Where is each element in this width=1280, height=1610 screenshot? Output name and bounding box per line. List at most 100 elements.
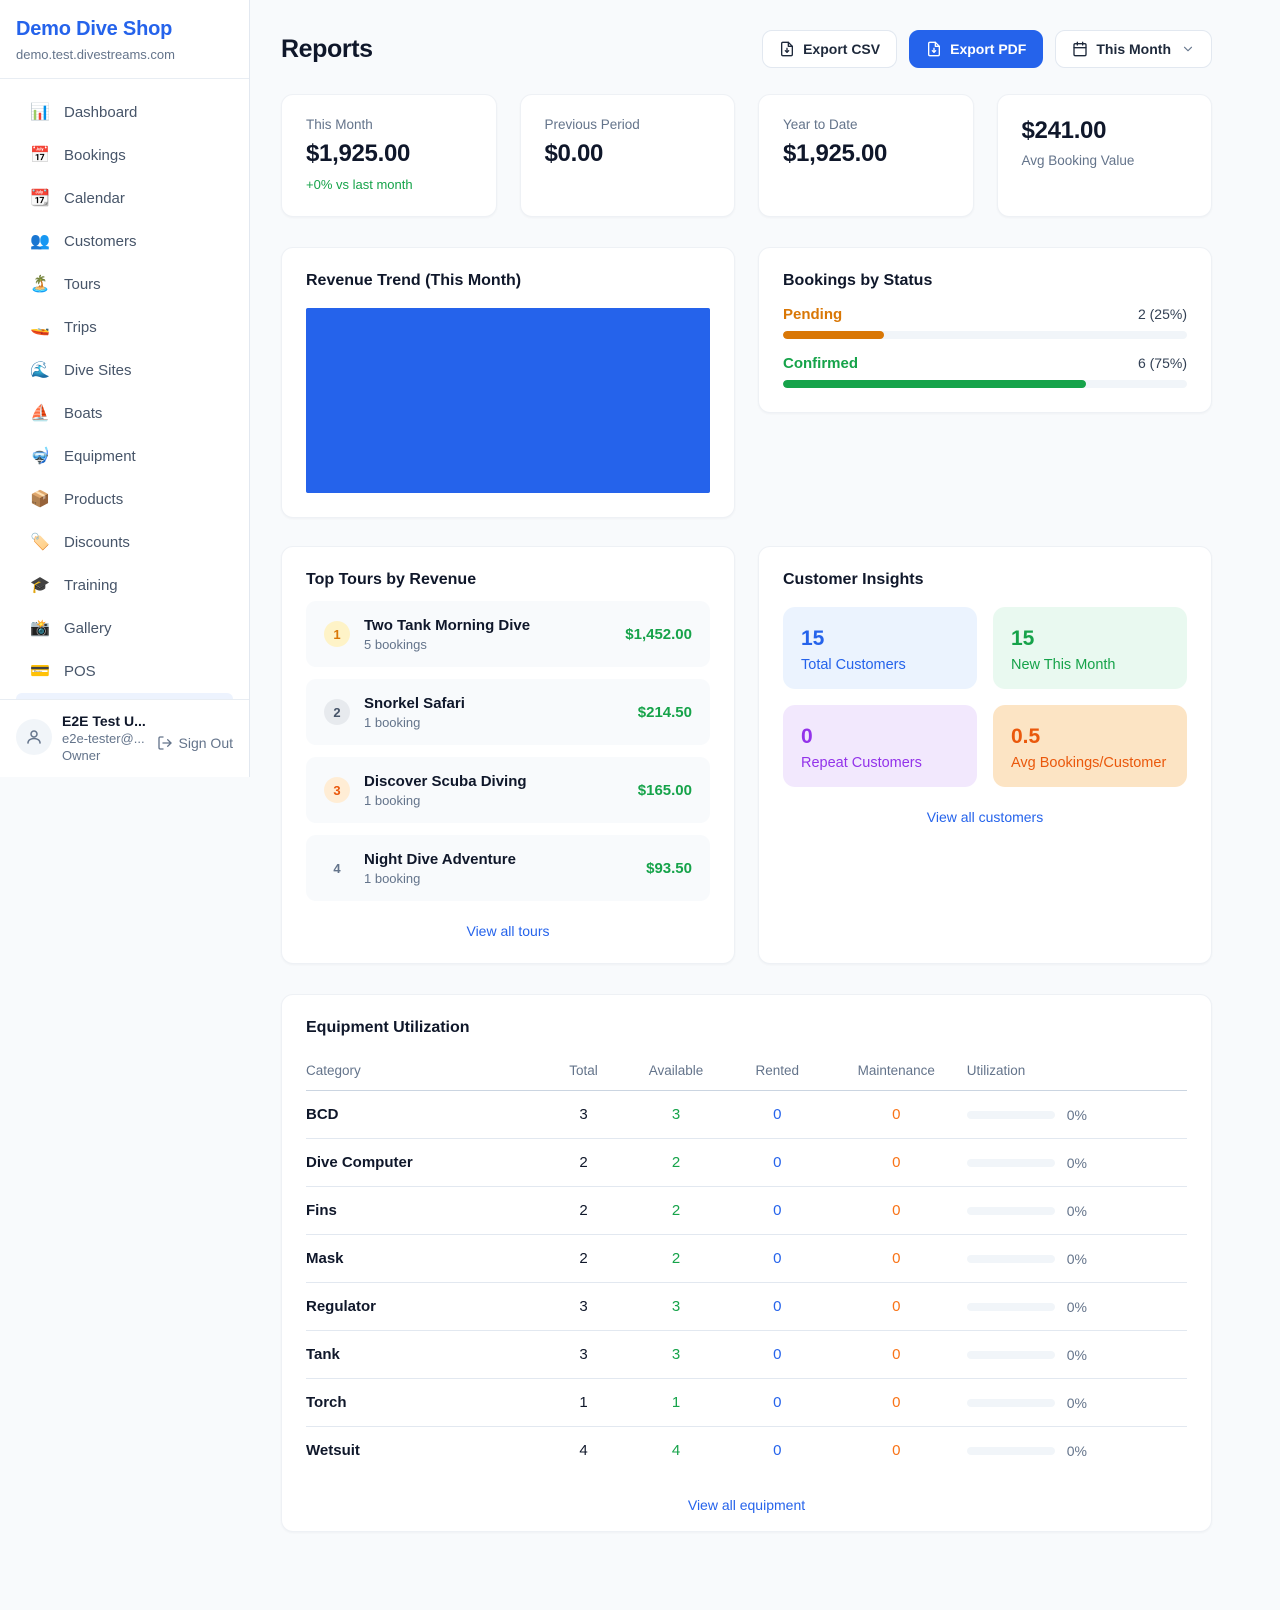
utilization-percent: 0% xyxy=(1066,1298,1087,1315)
chevron-down-icon xyxy=(1183,46,1193,52)
sidebar-item-dive-sites[interactable]: 🌊 Dive Sites xyxy=(16,349,233,392)
stat-value: $241.00 xyxy=(1021,117,1107,144)
stat-card-this-month: This Month $1,925.00 +0% vs last month xyxy=(281,94,497,217)
cell-rented: 0 xyxy=(728,1234,826,1283)
stat-delta: +0% vs last month xyxy=(306,177,413,192)
progress-track xyxy=(783,380,1187,388)
bookings-calendar-icon: 📅 xyxy=(30,146,50,164)
table-row: BCD 3 3 0 0 0% xyxy=(306,1090,1187,1139)
sidebar-item-label: Products xyxy=(64,491,124,508)
stat-card-previous-period: Previous Period $0.00 xyxy=(519,94,735,217)
sidebar-item-training[interactable]: 🎓 Training xyxy=(16,564,233,607)
user-email: e2e-tester@... xyxy=(62,731,145,746)
cell-utilization: 0% xyxy=(966,1378,1187,1427)
tour-row: 3 Discover Scuba Diving 1 booking $165.0… xyxy=(306,757,710,823)
utilization-percent: 0% xyxy=(1066,1106,1087,1123)
cell-utilization: 0% xyxy=(966,1234,1187,1283)
stats-row: This Month $1,925.00 +0% vs last month P… xyxy=(281,94,1212,217)
export-csv-label: Export CSV xyxy=(803,41,881,57)
status-count: 2 (25%) xyxy=(1137,306,1187,322)
cell-maintenance: 0 xyxy=(825,1282,967,1331)
sidebar-item-customers[interactable]: 👥 Customers xyxy=(16,220,233,263)
tour-revenue: $1,452.00 xyxy=(625,625,692,643)
export-csv-button[interactable]: Export CSV xyxy=(762,30,898,68)
period-dropdown[interactable]: This Month xyxy=(1055,30,1212,68)
user-info: E2E Test U... e2e-tester@... Owner xyxy=(62,713,147,763)
column-header-available: Available xyxy=(623,1053,729,1091)
period-label: This Month xyxy=(1096,41,1171,57)
package-icon: 📦 xyxy=(30,490,50,508)
calendar-icon: 📆 xyxy=(30,189,50,207)
utilization-percent: 0% xyxy=(1066,1394,1087,1411)
sidebar-header: Demo Dive Shop demo.test.divestreams.com xyxy=(0,0,249,79)
sidebar-item-pos[interactable]: 💳 POS xyxy=(16,650,233,693)
page-header: Reports Export CSV Export PDF This Month xyxy=(281,30,1212,68)
sidebar-item-label: Boats xyxy=(64,405,103,422)
cell-utilization: 0% xyxy=(966,1138,1187,1187)
cell-category: Regulator xyxy=(306,1282,544,1331)
cell-maintenance: 0 xyxy=(825,1186,967,1235)
status-row-pending: Pending 2 (25%) xyxy=(783,306,1187,339)
sidebar-item-tours[interactable]: 🏝️ Tours xyxy=(16,263,233,306)
bookings-by-status-title: Bookings by Status xyxy=(783,272,933,289)
table-row: Regulator 3 3 0 0 0% xyxy=(306,1282,1187,1331)
sidebar-item-boats[interactable]: ⛵ Boats xyxy=(16,392,233,435)
tile-repeat-customers: 0 Repeat Customers xyxy=(783,705,977,787)
sidebar-item-calendar[interactable]: 📆 Calendar xyxy=(16,177,233,220)
sidebar-item-label: Trips xyxy=(64,319,97,336)
cell-available: 4 xyxy=(671,1442,681,1460)
tile-avg-bookings-customer: 0.5 Avg Bookings/Customer xyxy=(993,705,1187,787)
sidebar-item-dashboard[interactable]: 📊 Dashboard xyxy=(16,91,233,134)
cell-category: Dive Computer xyxy=(306,1138,544,1187)
cell-utilization: 0% xyxy=(966,1427,1187,1475)
view-all-customers-link[interactable]: View all customers xyxy=(926,809,1044,825)
dashboard-icon: 📊 xyxy=(30,103,50,121)
cell-category: Fins xyxy=(306,1186,544,1235)
cell-category: Wetsuit xyxy=(306,1442,360,1460)
camera-icon: 📸 xyxy=(30,619,50,637)
column-header-total: Total xyxy=(543,1053,624,1091)
cell-category: BCD xyxy=(306,1090,544,1139)
view-all-equipment-link[interactable]: View all equipment xyxy=(687,1496,806,1513)
tour-revenue: $214.50 xyxy=(637,703,692,721)
sidebar-item-label: Bookings xyxy=(64,147,126,164)
sidebar-item-label: Gallery xyxy=(64,620,112,637)
column-header-maintenance: Maintenance xyxy=(825,1053,967,1091)
log-out-icon xyxy=(157,736,172,750)
export-pdf-button[interactable]: Export PDF xyxy=(909,30,1044,68)
stat-card-avg-booking-value: $241.00 Avg Booking Value xyxy=(996,94,1212,217)
user-role: Owner xyxy=(62,748,101,763)
tour-name: Night Dive Adventure xyxy=(364,850,516,868)
utilization-bar xyxy=(966,1398,1055,1407)
tour-revenue: $165.00 xyxy=(637,781,692,799)
wave-icon: 🌊 xyxy=(30,361,50,379)
sidebar-item-discounts[interactable]: 🏷️ Discounts xyxy=(16,521,233,564)
header-actions: Export CSV Export PDF This Month xyxy=(762,30,1212,68)
sign-out-button[interactable]: Sign Out xyxy=(157,735,233,751)
sidebar-item-products[interactable]: 📦 Products xyxy=(16,478,233,521)
sidebar-item-trips[interactable]: 🚤 Trips xyxy=(16,306,233,349)
view-all-tours-link[interactable]: View all tours xyxy=(466,923,550,939)
utilization-bar xyxy=(966,1350,1055,1359)
speedboat-icon: 🚤 xyxy=(30,318,50,336)
sidebar-item-equipment[interactable]: 🤿 Equipment xyxy=(16,435,233,478)
sidebar-item-reports-active-partial[interactable] xyxy=(16,693,233,699)
table-row: Wetsuit 4 4 0 0 0% xyxy=(306,1427,1187,1475)
table-row: Torch 1 1 0 0 0% xyxy=(306,1378,1187,1427)
sidebar-item-gallery[interactable]: 📸 Gallery xyxy=(16,607,233,650)
cell-available: 1 xyxy=(623,1378,729,1427)
cell-total: 3 xyxy=(543,1330,624,1379)
sidebar-item-label: POS xyxy=(64,663,96,680)
status-label: Confirmed xyxy=(783,355,858,372)
sidebar-item-bookings[interactable]: 📅 Bookings xyxy=(16,134,233,177)
status-label: Pending xyxy=(783,306,843,323)
rank-badge: 2 xyxy=(324,699,350,725)
status-count: 6 (75%) xyxy=(1137,355,1187,371)
cell-rented: 0 xyxy=(728,1282,826,1331)
tour-bookings: 1 booking xyxy=(364,714,421,730)
tile-value: 15 xyxy=(1011,627,1035,650)
people-icon: 👥 xyxy=(30,232,50,250)
stat-label: This Month xyxy=(306,117,373,132)
cell-utilization: 0% xyxy=(966,1330,1187,1379)
graduation-cap-icon: 🎓 xyxy=(30,576,50,594)
